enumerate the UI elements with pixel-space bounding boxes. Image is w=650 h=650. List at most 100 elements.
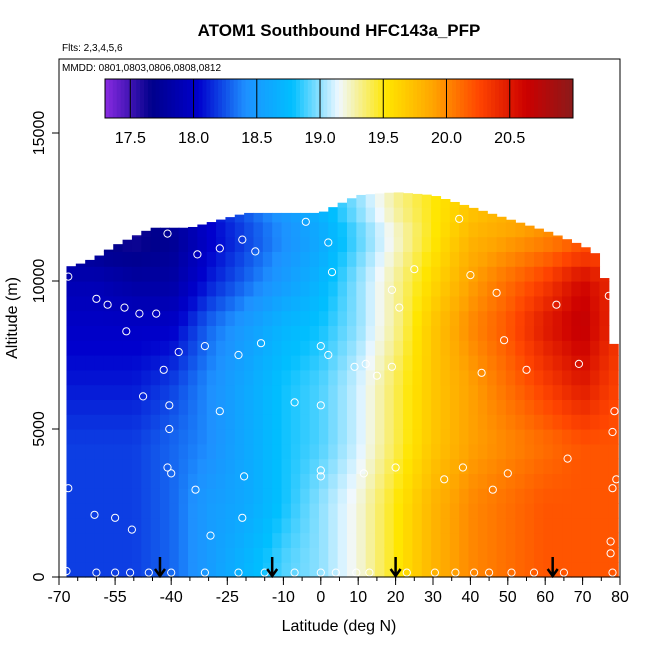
heatmap-cell — [562, 384, 572, 400]
colorbar-segment — [206, 79, 211, 118]
heatmap-cell — [159, 503, 170, 519]
sample-point — [200, 568, 209, 577]
heatmap-cell — [375, 443, 385, 460]
heatmap-cell — [281, 212, 292, 223]
heatmap-cell — [141, 281, 152, 297]
heatmap-cell — [216, 219, 227, 223]
heatmap-cell — [225, 295, 236, 312]
heatmap-cell — [309, 384, 320, 400]
heatmap-cell — [272, 236, 283, 252]
heatmap-cell — [608, 488, 619, 504]
heatmap-cell — [225, 310, 236, 326]
heatmap-cell — [533, 414, 544, 430]
colorbar-segment — [124, 79, 129, 118]
heatmap-cell — [477, 251, 488, 267]
heatmap-cell — [318, 443, 329, 460]
heatmap-cell — [562, 414, 572, 430]
heatmap-cell — [337, 488, 348, 504]
heatmap-cell — [571, 251, 582, 267]
heatmap-cell — [505, 562, 516, 578]
heatmap-cell — [384, 547, 395, 563]
heatmap-cell — [197, 325, 208, 341]
heatmap-cell — [459, 458, 470, 474]
heatmap-cell — [318, 429, 329, 445]
heatmap-cell — [253, 221, 264, 238]
heatmap-cell — [346, 503, 357, 519]
arrow-head — [389, 568, 402, 579]
heatmap-cell — [244, 281, 255, 297]
heatmap-cell — [571, 266, 582, 282]
sample-point — [316, 472, 325, 481]
heatmap-cell — [159, 266, 170, 282]
colorbar-segment — [202, 79, 207, 118]
heatmap-cell — [159, 429, 170, 445]
heatmap-cell — [225, 532, 236, 548]
heatmap-cell — [281, 384, 292, 400]
heatmap-cell — [309, 251, 320, 267]
heatmap-cell — [113, 443, 124, 460]
heatmap-cell — [515, 266, 526, 282]
heatmap-cell — [412, 488, 423, 504]
heatmap-cell — [468, 503, 479, 519]
heatmap-cell — [169, 473, 180, 489]
heatmap-cell — [337, 458, 348, 474]
heatmap-cell — [216, 325, 227, 341]
heatmap-cell — [421, 325, 432, 341]
sample-point — [492, 288, 501, 297]
heatmap-cell — [337, 295, 348, 312]
heatmap-cell — [66, 414, 77, 430]
heatmap-cell — [599, 295, 610, 312]
heatmap-cell — [272, 355, 283, 371]
heatmap-cell — [449, 207, 460, 223]
heatmap-cell — [262, 325, 273, 341]
heatmap-cell — [590, 281, 601, 297]
sample-point — [238, 513, 247, 522]
heatmap-cell — [309, 458, 320, 474]
heatmap-cell — [75, 295, 86, 312]
heatmap-cell — [216, 251, 227, 267]
heatmap-cell — [515, 532, 526, 548]
heatmap-cell — [131, 266, 142, 282]
heatmap-cell — [300, 562, 311, 578]
heatmap-cell — [599, 384, 610, 400]
heatmap-cell — [103, 266, 114, 282]
colorbar-segment — [331, 79, 336, 118]
heatmap-cell — [234, 429, 245, 445]
heatmap-cell — [309, 295, 320, 312]
heatmap-cell — [421, 236, 432, 252]
heatmap-cell — [253, 399, 264, 415]
heatmap-cell — [431, 517, 442, 534]
heatmap-cell — [533, 443, 544, 460]
heatmap-cell — [524, 266, 535, 282]
sample-point — [200, 342, 209, 351]
colorbar-segment — [569, 79, 574, 118]
heatmap-cell — [150, 503, 161, 519]
heatmap-cell — [356, 310, 367, 326]
sample-point — [365, 568, 374, 577]
heatmap-cell — [253, 369, 264, 386]
heatmap-cell — [580, 562, 591, 578]
heatmap-cell — [449, 355, 460, 371]
heatmap-cell — [197, 414, 208, 430]
heatmap-cell — [290, 325, 301, 341]
heatmap-cell — [141, 369, 152, 386]
heatmap-cell — [533, 236, 544, 252]
heatmap-cell — [346, 295, 357, 312]
heatmap-cell — [337, 266, 348, 282]
heatmap-cell — [571, 340, 582, 356]
heatmap-cell — [169, 414, 180, 430]
heatmap-cell — [300, 236, 311, 252]
heatmap-cell — [244, 517, 255, 534]
heatmap-cell — [159, 532, 170, 548]
heatmap-cell — [253, 325, 264, 341]
heatmap-cell — [449, 399, 460, 415]
sample-point — [193, 250, 202, 259]
heatmap-cell — [459, 340, 470, 356]
heatmap-cell — [346, 562, 357, 578]
heatmap-cell — [244, 251, 255, 267]
heatmap-cell — [580, 517, 591, 534]
arrow-marker — [546, 557, 559, 579]
heatmap-cell — [75, 281, 86, 297]
heatmap-cell — [393, 399, 404, 415]
heatmap-cell — [477, 384, 488, 400]
